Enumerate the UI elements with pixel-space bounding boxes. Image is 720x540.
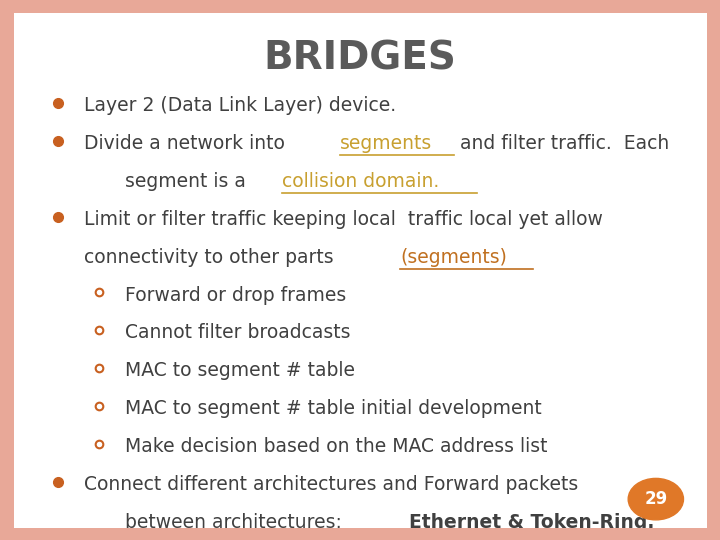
Text: Cannot filter broadcasts: Cannot filter broadcasts xyxy=(125,323,351,342)
Text: (segments): (segments) xyxy=(400,248,507,267)
Text: 29: 29 xyxy=(644,490,667,508)
Text: Ethernet & Token-Ring.: Ethernet & Token-Ring. xyxy=(408,512,654,531)
Text: MAC to segment # table: MAC to segment # table xyxy=(125,361,355,380)
Text: Layer 2 (Data Link Layer) device.: Layer 2 (Data Link Layer) device. xyxy=(84,96,396,116)
Circle shape xyxy=(628,478,683,520)
Text: segment is a: segment is a xyxy=(125,172,252,191)
Text: and filter traffic.  Each: and filter traffic. Each xyxy=(454,134,670,153)
Text: connectivity to other parts: connectivity to other parts xyxy=(84,248,339,267)
Text: MAC to segment # table initial development: MAC to segment # table initial developme… xyxy=(125,399,541,418)
Text: Forward or drop frames: Forward or drop frames xyxy=(125,286,346,305)
Text: Make decision based on the MAC address list: Make decision based on the MAC address l… xyxy=(125,437,547,456)
Text: segments: segments xyxy=(340,134,432,153)
Text: collision domain.: collision domain. xyxy=(282,172,439,191)
Text: Connect different architectures and Forward packets: Connect different architectures and Forw… xyxy=(84,475,577,494)
Text: BRIDGES: BRIDGES xyxy=(264,39,456,77)
Text: Divide a network into: Divide a network into xyxy=(84,134,290,153)
Text: between architectures:: between architectures: xyxy=(125,512,354,531)
Text: Limit or filter traffic keeping local  traffic local yet allow: Limit or filter traffic keeping local tr… xyxy=(84,210,603,229)
